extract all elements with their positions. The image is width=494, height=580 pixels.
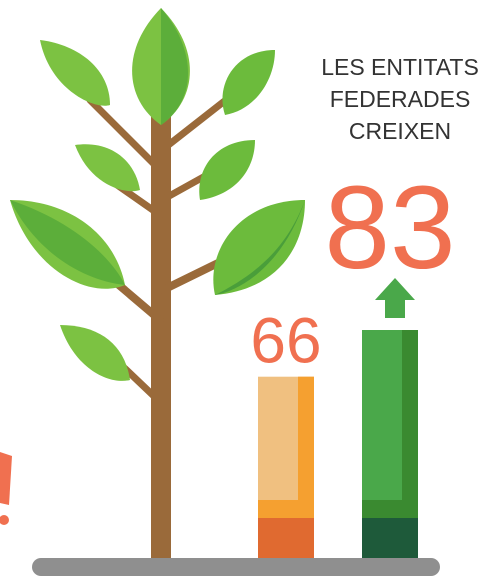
page: LES ENTITATS FEDERADES CREIXEN 6683 (() … <box>0 0 494 580</box>
title-line: FEDERADES <box>330 86 471 112</box>
title-line: CREIXEN <box>349 118 451 144</box>
title-line: LES ENTITATS <box>321 54 479 80</box>
bar-label: 66 <box>250 305 321 377</box>
bar-bottom <box>258 518 314 558</box>
bar-bottom <box>362 518 418 558</box>
bar-band <box>258 500 314 518</box>
bar-band <box>362 500 418 518</box>
infographic: LES ENTITATS FEDERADES CREIXEN 6683 <box>0 0 494 580</box>
bar-label: 83 <box>324 162 455 294</box>
